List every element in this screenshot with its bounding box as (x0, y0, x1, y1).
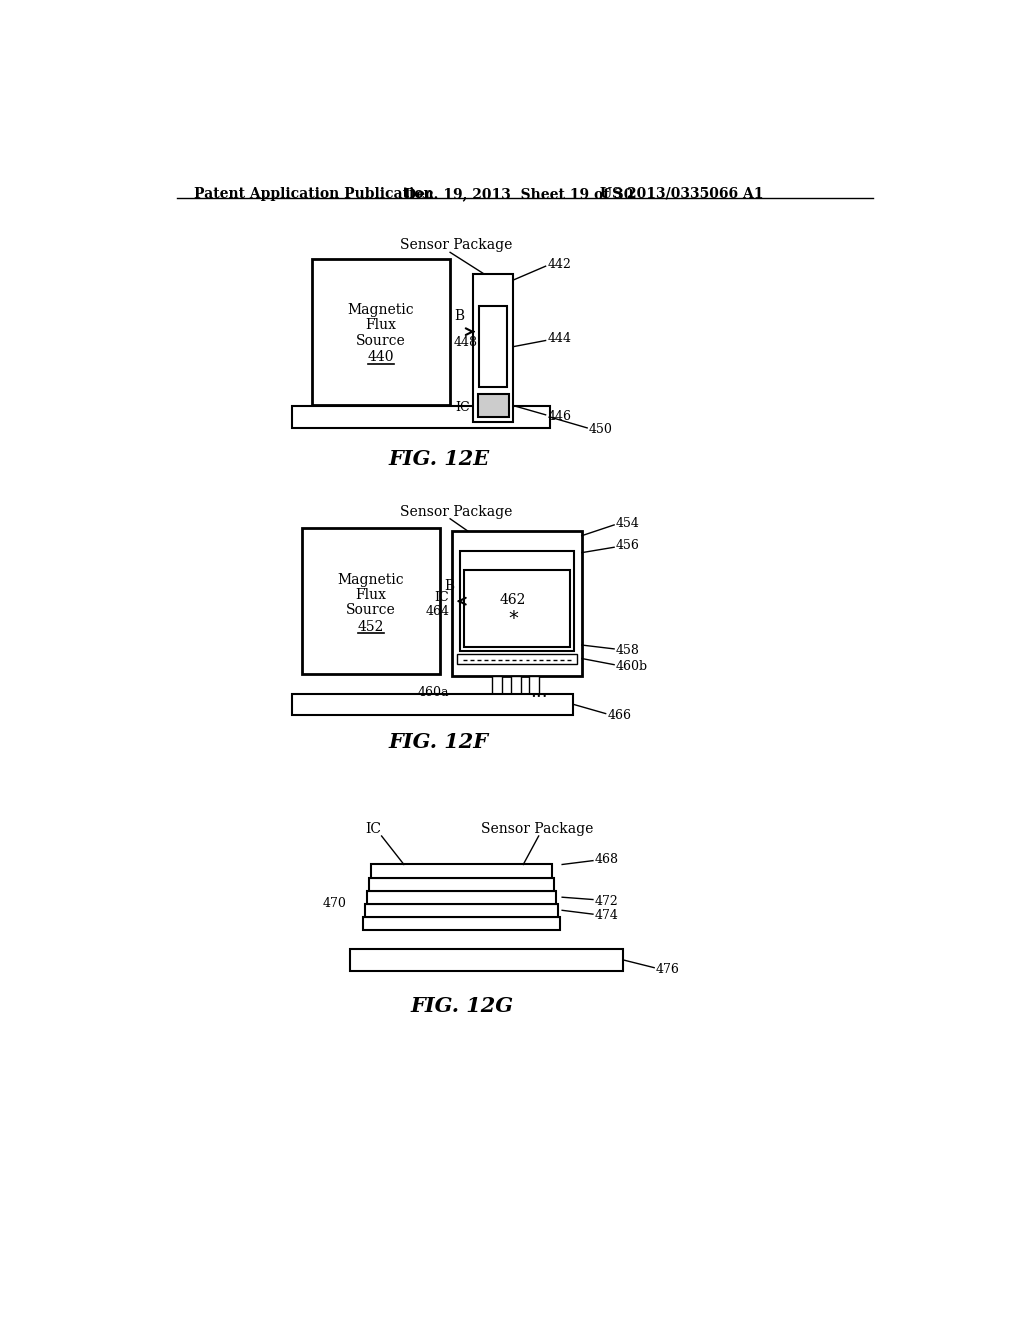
Text: B: B (455, 309, 465, 323)
Text: 446: 446 (547, 409, 571, 422)
Text: Magnetic: Magnetic (338, 573, 404, 586)
Text: *: * (508, 609, 518, 627)
Bar (364, 917, 560, 929)
Text: 470: 470 (323, 898, 347, 911)
Bar (529, 676, 540, 708)
Text: ...: ... (529, 682, 548, 701)
Text: IC: IC (456, 400, 470, 413)
Text: Source: Source (346, 603, 395, 618)
Text: 440: 440 (368, 350, 394, 364)
Text: IC: IC (435, 591, 450, 603)
Bar (479, 306, 507, 387)
Text: Sensor Package: Sensor Package (481, 822, 593, 836)
Bar (368, 891, 556, 904)
Text: 456: 456 (615, 539, 640, 552)
Text: 460b: 460b (615, 660, 648, 673)
Text: FIG. 12G: FIG. 12G (410, 997, 513, 1016)
Bar (493, 676, 503, 708)
Text: B: B (444, 578, 455, 593)
Text: FIG. 12F: FIG. 12F (388, 733, 488, 752)
Bar (370, 878, 554, 891)
Bar (511, 676, 521, 708)
Text: 442: 442 (547, 259, 571, 271)
Bar (460, 552, 574, 651)
Text: 462: 462 (500, 593, 526, 607)
Text: 460a: 460a (418, 685, 450, 698)
Text: Source: Source (356, 334, 406, 348)
Bar (311, 259, 451, 405)
Text: Flux: Flux (366, 318, 396, 333)
Text: 458: 458 (615, 644, 640, 657)
Text: Flux: Flux (355, 587, 386, 602)
Text: 472: 472 (595, 895, 618, 908)
Text: 476: 476 (655, 962, 680, 975)
Text: US 2013/0335066 A1: US 2013/0335066 A1 (600, 187, 764, 201)
Text: 464: 464 (425, 606, 450, 619)
Text: 444: 444 (547, 333, 571, 346)
Text: 450: 450 (589, 422, 612, 436)
Text: 474: 474 (595, 909, 618, 923)
Text: 468: 468 (595, 853, 618, 866)
Bar (350, 949, 624, 970)
Bar (473, 275, 513, 422)
Text: Dec. 19, 2013  Sheet 19 of 30: Dec. 19, 2013 Sheet 19 of 30 (403, 187, 633, 201)
Bar (292, 693, 573, 715)
Bar (453, 531, 582, 676)
Text: 448: 448 (454, 335, 477, 348)
Bar (478, 395, 509, 417)
Text: 466: 466 (607, 709, 631, 722)
Bar (371, 865, 552, 878)
Text: Sensor Package: Sensor Package (400, 239, 512, 252)
Text: FIG. 12E: FIG. 12E (388, 449, 489, 470)
Text: Sensor Package: Sensor Package (400, 504, 512, 519)
Text: 454: 454 (615, 517, 640, 529)
Bar (366, 904, 558, 917)
Text: Magnetic: Magnetic (347, 304, 414, 317)
Bar (464, 570, 570, 647)
Bar (292, 407, 550, 428)
Bar (457, 653, 578, 664)
Text: IC: IC (365, 822, 381, 836)
Text: 452: 452 (357, 619, 384, 634)
Bar (301, 528, 440, 675)
Text: Patent Application Publication: Patent Application Publication (194, 187, 433, 201)
